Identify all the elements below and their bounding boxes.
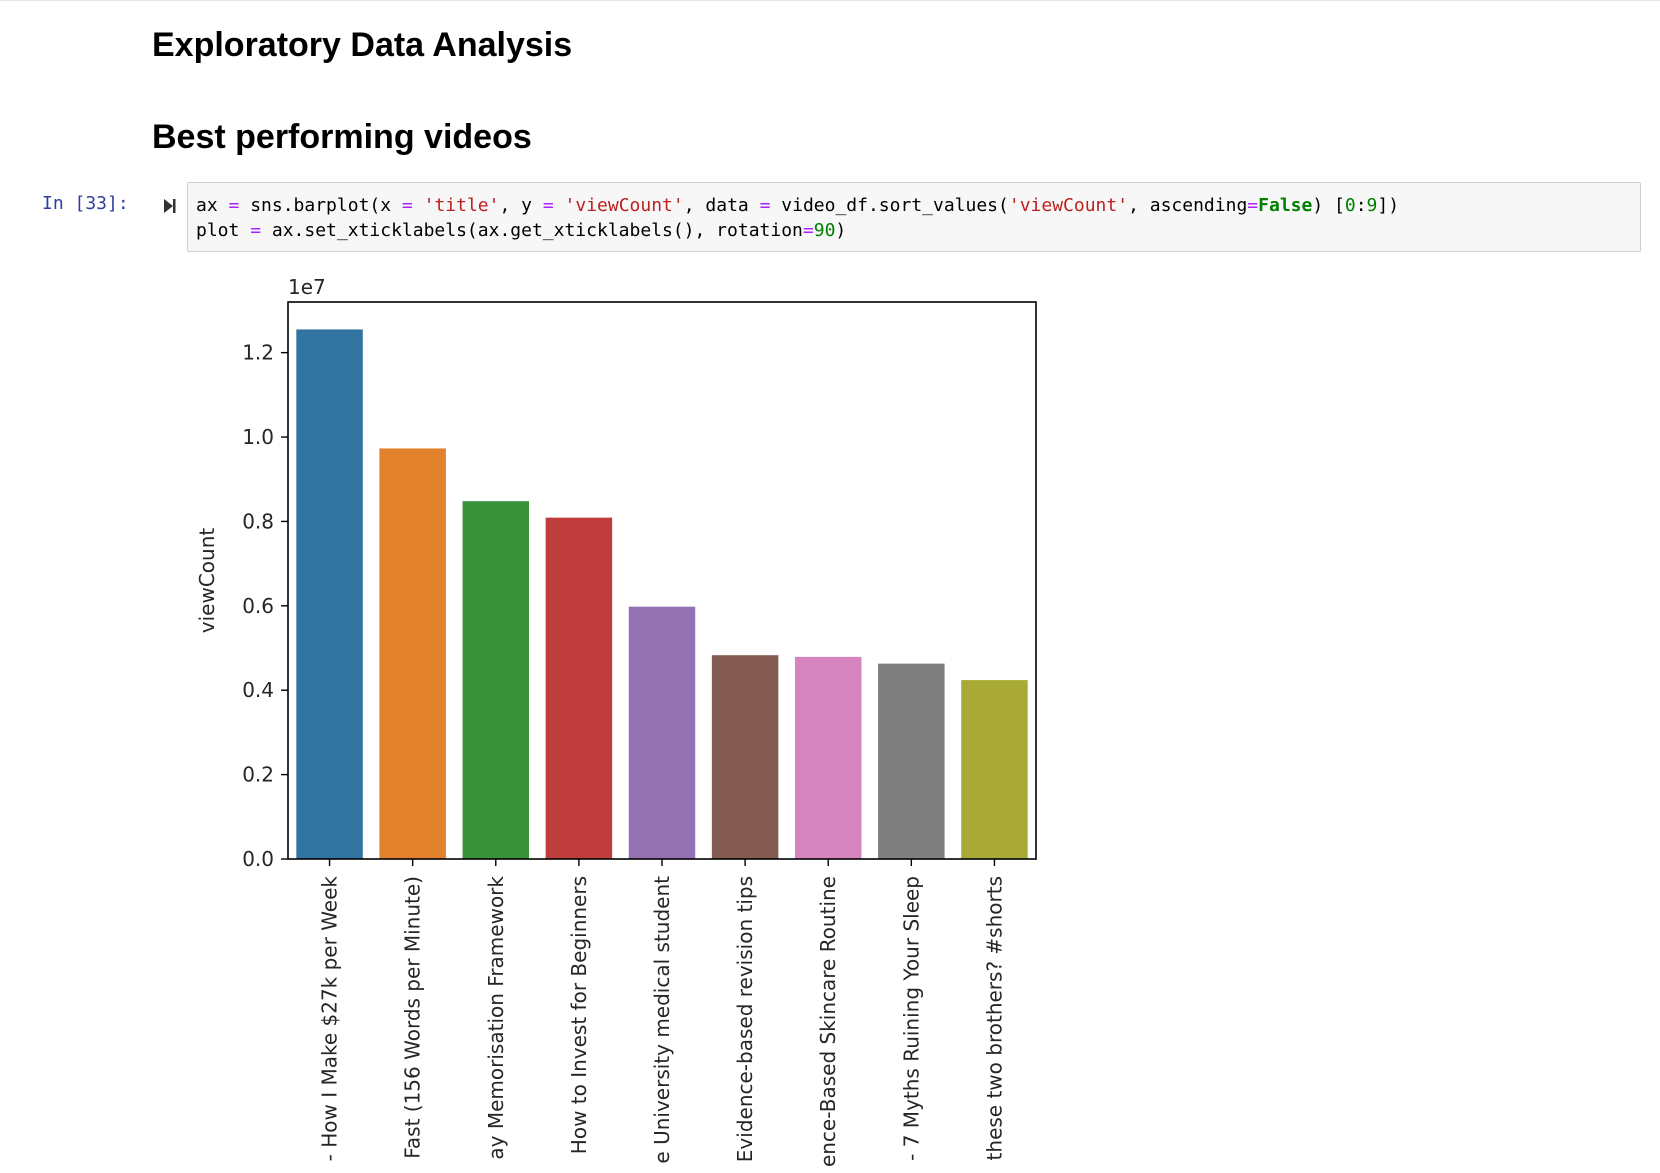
bar-series — [296, 329, 1028, 859]
line1-token: = — [1247, 195, 1259, 216]
x-axis: - How I Make $27k per Week Fast (156 Word… — [318, 859, 1006, 1167]
line1-token: = — [759, 195, 771, 216]
line2-token: = — [250, 220, 262, 241]
code-line-2: plot = ax.set_xticklabels(ax.get_xtickla… — [196, 220, 846, 241]
cell-output: 0.0 0.2 0.4 0.6 0.8 1.0 1.2 - How I Make $27k … — [190, 260, 1050, 1173]
line1-token: ]) — [1377, 195, 1400, 216]
y-offset-text: 1e7 — [288, 275, 326, 299]
line1-token: = — [542, 195, 554, 216]
heading-exploratory-data-analysis: Exploratory Data Analysis — [152, 26, 573, 64]
bar — [711, 655, 779, 859]
line1-token: = — [228, 195, 240, 216]
line1-token: False — [1258, 195, 1313, 216]
line1-token: 9 — [1366, 195, 1378, 216]
top-divider — [0, 0, 1660, 1]
bar — [462, 501, 530, 859]
line1-token: , y — [499, 195, 543, 216]
y-tick-label: 0.4 — [242, 678, 274, 702]
x-tick-label: ay Memorisation Framework — [484, 876, 508, 1160]
x-tick-label: Fast (156 Words per Minute) — [401, 876, 425, 1159]
line1-token — [554, 195, 565, 216]
bar — [379, 448, 446, 859]
line2-token: ) — [835, 220, 847, 241]
bar — [628, 606, 696, 859]
x-tick-label: Evidence-based revision tips — [733, 876, 757, 1162]
x-tick-label: How to Invest for Beginners — [567, 876, 591, 1154]
x-tick-label: e University medical student — [650, 876, 674, 1164]
line1-token: , ascending — [1128, 195, 1248, 216]
line2-token: 90 — [813, 220, 836, 241]
code-line-1: ax = sns.barplot(x = 'title', y = 'viewC… — [196, 195, 1399, 216]
cell-prompt: In [33]: — [42, 193, 129, 214]
line1-token: 'viewCount' — [564, 195, 684, 216]
y-tick-label: 0.8 — [242, 509, 274, 533]
line1-token: video_df.sort_values( — [770, 195, 1009, 216]
y-tick-label: 0.6 — [242, 594, 274, 618]
line1-token: 0 — [1344, 195, 1356, 216]
y-axis: 0.0 0.2 0.4 0.6 0.8 1.0 1.2 — [242, 341, 288, 871]
bar-chart: 0.0 0.2 0.4 0.6 0.8 1.0 1.2 - How I Make $27k … — [195, 275, 1037, 1167]
code-cell-input[interactable]: ax = sns.barplot(x = 'title', y = 'viewC… — [187, 182, 1641, 252]
y-tick-label: 0.0 — [242, 847, 274, 871]
line1-token: 'viewCount' — [1008, 195, 1129, 216]
line1-token: : — [1355, 195, 1367, 216]
heading-best-performing-videos: Best performing videos — [152, 118, 532, 156]
bar — [961, 680, 1028, 859]
y-axis-label: viewCount — [195, 528, 219, 634]
x-tick-label: - 7 Myths Ruining Your Sleep — [899, 876, 923, 1161]
y-tick-label: 1.0 — [242, 425, 274, 449]
x-tick-label: ence-Based Skincare Routine — [816, 876, 840, 1167]
line2-token: = — [802, 220, 814, 241]
line1-token: ax — [196, 195, 229, 216]
line1-token — [413, 195, 424, 216]
line1-token: sns.barplot(x — [239, 195, 402, 216]
bar — [878, 663, 945, 859]
y-tick-label: 1.2 — [242, 341, 274, 365]
run-cell-icon[interactable] — [163, 197, 177, 215]
bar — [545, 517, 613, 859]
line1-token: = — [401, 195, 413, 216]
x-tick-label: these two brothers? #shorts — [982, 876, 1006, 1160]
bar — [296, 329, 363, 859]
line1-token: ) [ — [1312, 195, 1345, 216]
bar — [794, 656, 862, 859]
line1-token: , data — [683, 195, 760, 216]
line2-token: ax.set_xticklabels(ax.get_xticklabels(),… — [261, 220, 803, 241]
line2-token: plot — [196, 220, 251, 241]
line1-token: 'title' — [423, 195, 500, 216]
x-tick-label: - How I Make $27k per Week — [318, 876, 342, 1162]
y-tick-label: 0.2 — [242, 763, 274, 787]
